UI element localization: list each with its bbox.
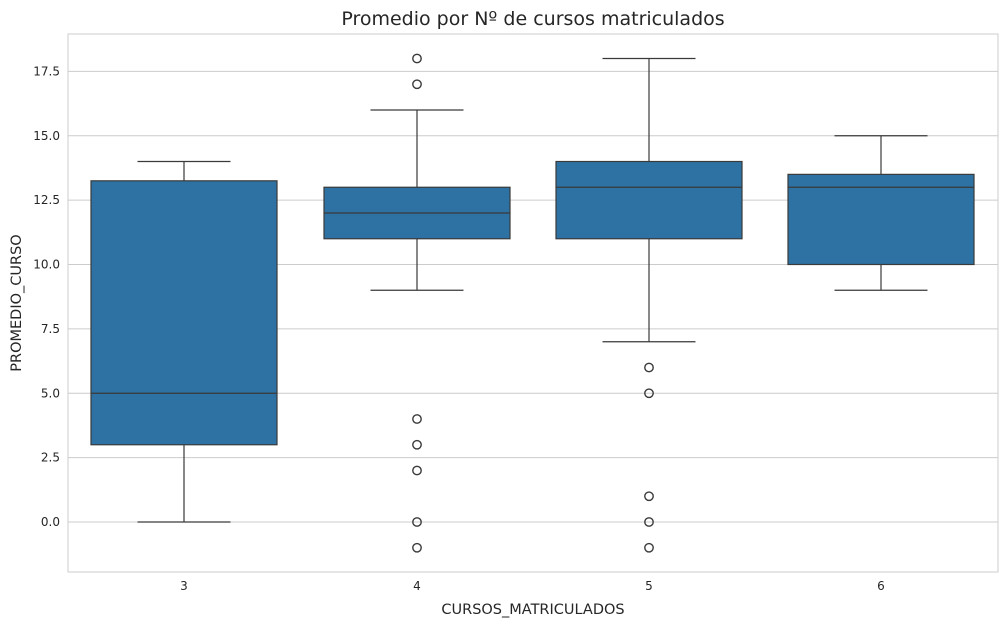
outlier-point (644, 517, 654, 527)
outlier-point (644, 491, 654, 502)
plot-frame (67, 33, 999, 573)
x-tick-label: 5 (645, 579, 653, 593)
boxes (90, 53, 975, 553)
chart-title: Promedio por Nº de cursos matriculados (341, 8, 724, 30)
box-group-6 (787, 135, 975, 291)
outlier-point (412, 53, 422, 64)
outlier-point (412, 439, 422, 450)
x-axis-ticks: 3 4 5 6 (180, 579, 885, 593)
y-tick-label: 12.5 (33, 193, 60, 207)
x-axis-label: CURSOS_MATRICULADOS (441, 602, 624, 618)
y-tick-label: 10.0 (33, 258, 60, 272)
box-group-3 (90, 160, 278, 523)
y-axis-label: PROMEDIO_CURSO (9, 234, 25, 371)
y-tick-label: 5.0 (41, 386, 60, 400)
y-tick-label: 2.5 (41, 451, 60, 465)
iqr-box (555, 160, 743, 240)
y-axis-ticks: 0.0 2.5 5.0 7.5 10.0 12.5 15.0 17.5 (33, 64, 60, 529)
outlier-point (412, 79, 422, 90)
y-tick-label: 17.5 (33, 64, 60, 78)
outlier-point (644, 388, 654, 399)
outlier-point (412, 517, 422, 527)
iqr-box (90, 180, 278, 446)
x-tick-label: 4 (413, 579, 421, 593)
y-tick-label: 15.0 (33, 129, 60, 143)
outlier-point (412, 414, 422, 424)
x-tick-label: 3 (180, 579, 188, 593)
box-group-4 (323, 53, 511, 553)
outlier-point (644, 542, 654, 553)
outlier-point (412, 465, 422, 476)
y-tick-label: 0.0 (41, 515, 60, 529)
outlier-point (644, 362, 654, 373)
y-tick-label: 7.5 (41, 322, 60, 336)
iqr-box (787, 173, 975, 266)
x-tick-label: 6 (877, 579, 885, 593)
box-group-5 (555, 57, 743, 553)
outlier-point (412, 542, 422, 553)
